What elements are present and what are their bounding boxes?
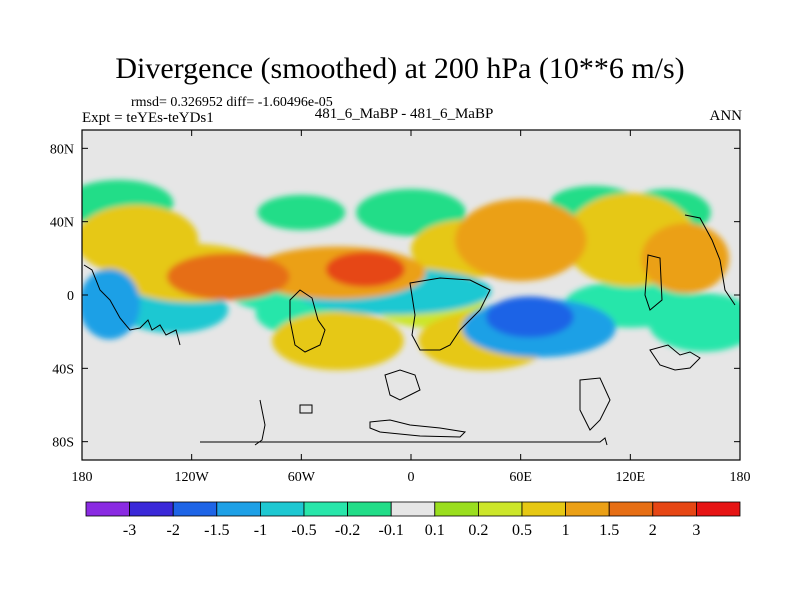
- colorbar-label: 0.5: [512, 522, 532, 539]
- colorbar-label: -1.5: [204, 522, 229, 539]
- field-blob: [325, 251, 405, 287]
- coastline-australia: [579, 377, 611, 431]
- colorbar-swatch: [172, 501, 218, 517]
- coastline-antarctica: [200, 437, 608, 446]
- colorbar-label: 0.1: [425, 522, 445, 539]
- x-tick-label: 120E: [616, 470, 646, 485]
- colorbar-swatch: [216, 501, 261, 517]
- field-blob: [485, 296, 574, 338]
- colorbar-swatch: [565, 501, 610, 517]
- colorbar-label: -3: [123, 522, 136, 539]
- colorbar-label: -0.1: [379, 522, 404, 539]
- field-blob: [166, 253, 290, 301]
- coastline-antarctic-peninsula: [369, 419, 467, 438]
- colorbar-swatch: [696, 501, 741, 517]
- x-tick-label: 120W: [175, 470, 210, 485]
- x-tick-label: 180: [730, 470, 751, 485]
- colorbar-label: -1: [254, 522, 267, 539]
- colorbar-swatch: [303, 501, 348, 517]
- colorbar-swatch: [129, 501, 174, 517]
- coastline-maritime-continent: [644, 254, 663, 311]
- coastline-southern-island: [384, 369, 421, 401]
- coastline-americas-west: [83, 264, 181, 346]
- field-blob: [272, 311, 404, 371]
- colorbar-label: -2: [167, 522, 180, 539]
- axes: 180 120W 60W 0 60E 120E 180 80N 40N 0 40S 80S: [50, 130, 751, 485]
- colorbar-swatch: [434, 501, 479, 517]
- rmsd-diff-stats: rmsd= 0.326952 diff= -1.60496e-05: [131, 95, 333, 110]
- experiment-label: Expt = teYEs-teYDs1: [82, 110, 214, 126]
- coastline-new-guinea: [649, 344, 701, 371]
- field-blob: [648, 293, 740, 352]
- y-tick-label: 0: [67, 289, 74, 304]
- colorbar-swatch: [259, 501, 305, 517]
- colorbar-label: 2: [649, 522, 657, 539]
- field-blob: [82, 268, 141, 340]
- colorbar-label: -0.5: [291, 522, 316, 539]
- colorbar: -3 -2 -1.5 -1 -0.5 -0.2 -0.1 0.1 0.2 0.5 1 1.5 2 3: [85, 501, 741, 539]
- colorbar-swatch: [390, 501, 436, 517]
- y-tick-label: 40S: [52, 362, 74, 377]
- colorbar-swatch: [347, 501, 392, 517]
- x-tick-label: 60E: [509, 470, 532, 485]
- case-label: 481_6_MaBP - 481_6_MaBP: [314, 106, 494, 122]
- colorbar-swatch: [85, 501, 130, 517]
- y-tick-label: 80S: [52, 436, 74, 451]
- colorbar-swatch: [652, 501, 697, 517]
- field-blob: [257, 194, 346, 231]
- coastline-africa: [409, 277, 491, 351]
- field-blob: [454, 198, 587, 282]
- field-blob: [641, 223, 730, 294]
- x-tick-label: 180: [72, 470, 93, 485]
- colorbar-label: 1: [562, 522, 570, 539]
- y-tick-label: 80N: [50, 142, 74, 157]
- coastline-south-america: [289, 289, 326, 353]
- colorbar-label: -0.2: [335, 522, 360, 539]
- colorbar-swatch: [477, 501, 523, 517]
- season-label: ANN: [709, 108, 743, 124]
- y-tick-label: 40N: [50, 216, 74, 231]
- colorbar-label: 3: [692, 522, 700, 539]
- colorbar-label: 1.5: [599, 522, 619, 539]
- colorbar-swatch: [521, 501, 566, 517]
- x-tick-label: 0: [408, 470, 415, 485]
- colorbar-swatch: [608, 501, 654, 517]
- colorbar-label: 0.2: [468, 522, 488, 539]
- coastlines: [83, 214, 736, 446]
- coastline-islet: [299, 404, 313, 414]
- coastline-east-asia: [684, 214, 736, 306]
- x-tick-label: 60W: [288, 470, 316, 485]
- chart-title: Divergence (smoothed) at 200 hPa (10**6 …: [115, 52, 685, 85]
